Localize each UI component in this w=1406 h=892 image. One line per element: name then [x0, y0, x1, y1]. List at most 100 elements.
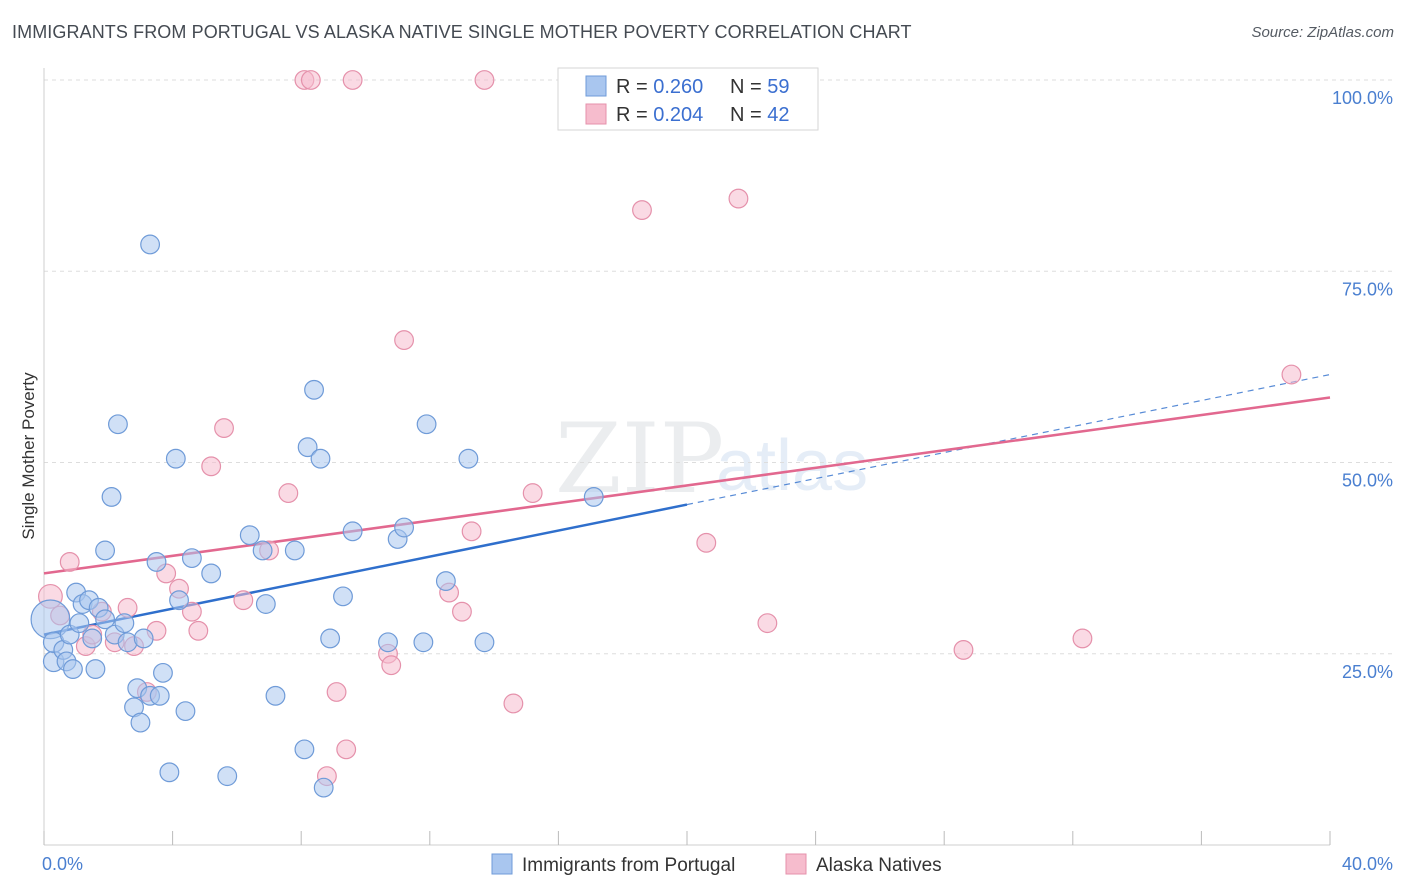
axes: 25.0% 50.0% 75.0% 100.0% 0.0% 40.0%	[42, 68, 1393, 874]
point-portugal	[217, 766, 238, 787]
point-portugal	[69, 613, 90, 634]
point-alaska-native	[461, 521, 482, 542]
point-alaska-native	[326, 682, 347, 702]
point-portugal	[413, 632, 434, 653]
point-alaska-native	[757, 613, 778, 634]
point-portugal	[95, 609, 116, 630]
point-portugal	[95, 540, 116, 561]
point-portugal	[378, 632, 398, 653]
point-portugal	[146, 552, 167, 572]
legend-row-blue: R = 0.260	[616, 76, 703, 98]
grid-lines	[44, 79, 1392, 655]
point-portugal	[284, 540, 305, 561]
legend-swatch-pink	[585, 103, 607, 125]
trend-line-blue	[43, 503, 688, 636]
series-legend-swatch-pink	[785, 853, 807, 875]
point-portugal	[583, 486, 604, 507]
legend-row-blue-n: N = 59	[730, 76, 790, 98]
chart-title: IMMIGRANTS FROM PORTUGAL VS ALASKA NATIV…	[12, 22, 912, 42]
point-portugal	[101, 486, 122, 507]
legend-blue-r-label: R =	[616, 76, 653, 98]
point-alaska-native	[201, 456, 222, 477]
point-alaska-native	[381, 655, 402, 676]
y-tick-label: 50.0%	[1342, 471, 1393, 491]
point-portugal	[165, 448, 186, 469]
point-portugal	[130, 712, 151, 733]
legend-swatch-blue	[585, 75, 607, 97]
point-portugal	[169, 590, 189, 611]
chart-source: Source: ZipAtlas.com	[1251, 24, 1394, 41]
point-alaska-native	[474, 70, 495, 90]
series-legend-swatch-blue	[491, 853, 513, 875]
point-alaska-native	[503, 693, 524, 714]
legend-pink-r-label: R =	[616, 104, 653, 126]
correlation-legend: R = 0.260 N = 59 R = 0.204 N = 42	[557, 67, 819, 131]
x-tick-label: 0.0%	[42, 854, 83, 874]
point-portugal	[82, 628, 103, 649]
point-portugal	[320, 628, 341, 649]
point-portugal	[310, 448, 331, 469]
point-alaska-native	[214, 418, 234, 439]
point-alaska-native	[233, 590, 254, 611]
point-portugal	[133, 628, 154, 649]
legend-blue-n-label: N =	[730, 76, 767, 98]
point-portugal	[181, 548, 202, 569]
point-portugal	[140, 234, 161, 255]
point-portugal	[474, 632, 495, 653]
series-legend-label-pink: Alaska Natives	[816, 855, 942, 876]
point-alaska-native	[181, 601, 202, 622]
point-portugal	[313, 777, 334, 798]
legend-pink-r-value: 0.204	[653, 104, 703, 126]
y-tick-label: 75.0%	[1342, 279, 1393, 299]
point-portugal	[201, 563, 222, 584]
point-alaska-native	[452, 601, 472, 622]
point-alaska-native	[728, 188, 749, 209]
legend-row-pink-n: N = 42	[730, 104, 790, 126]
y-tick-label: 100.0%	[1332, 88, 1393, 108]
point-portugal	[159, 762, 180, 783]
point-portugal	[175, 701, 196, 722]
point-portugal	[255, 594, 276, 614]
legend-blue-r-value: 0.260	[653, 76, 703, 98]
point-portugal	[294, 739, 315, 760]
watermark: ZIP atlas	[555, 403, 868, 515]
watermark-zip: ZIP	[555, 403, 724, 515]
point-portugal	[342, 521, 363, 542]
point-portugal	[435, 571, 456, 592]
point-portugal	[63, 659, 83, 679]
point-portugal	[153, 662, 173, 683]
legend-blue-n-value: 59	[767, 76, 789, 98]
series-legend-label-blue: Immigrants from Portugal	[522, 855, 735, 876]
data-points	[30, 70, 1302, 798]
point-alaska-native	[278, 483, 299, 504]
point-portugal	[114, 613, 135, 634]
point-portugal	[416, 414, 437, 435]
point-portugal	[304, 379, 324, 400]
point-alaska-native	[696, 532, 717, 553]
point-portugal	[265, 685, 286, 706]
y-tick-label: 25.0%	[1342, 662, 1393, 682]
point-alaska-native	[632, 200, 652, 220]
point-portugal	[239, 525, 260, 546]
x-tick-label: 40.0%	[1342, 854, 1393, 874]
watermark-atlas: atlas	[716, 426, 868, 506]
point-alaska-native	[300, 70, 321, 90]
point-alaska-native	[522, 483, 543, 504]
point-portugal	[149, 685, 170, 706]
point-portugal	[333, 586, 353, 607]
point-alaska-native	[188, 620, 209, 641]
point-alaska-native	[394, 330, 415, 351]
point-portugal	[458, 448, 479, 469]
point-portugal	[297, 437, 318, 458]
point-alaska-native	[1072, 628, 1093, 649]
legend-pink-n-value: 42	[767, 104, 789, 126]
legend-pink-n-label: N =	[730, 104, 767, 126]
point-portugal	[85, 659, 106, 679]
point-portugal	[108, 414, 128, 435]
point-alaska-native	[1281, 364, 1302, 385]
point-alaska-native	[59, 552, 80, 572]
point-alaska-native	[336, 739, 357, 760]
y-axis-title: Single Mother Poverty	[19, 372, 38, 540]
legend-row-pink: R = 0.204	[616, 104, 703, 126]
